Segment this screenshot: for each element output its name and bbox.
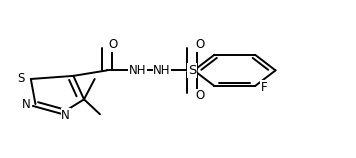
Text: F: F bbox=[261, 81, 268, 94]
Text: N: N bbox=[61, 109, 70, 122]
Text: N: N bbox=[22, 98, 31, 111]
Text: O: O bbox=[195, 38, 205, 51]
Text: O: O bbox=[109, 38, 118, 51]
Text: NH: NH bbox=[153, 64, 171, 77]
Text: S: S bbox=[188, 64, 197, 77]
Text: NH: NH bbox=[129, 64, 146, 77]
Text: S: S bbox=[17, 72, 25, 85]
Text: O: O bbox=[195, 89, 205, 102]
